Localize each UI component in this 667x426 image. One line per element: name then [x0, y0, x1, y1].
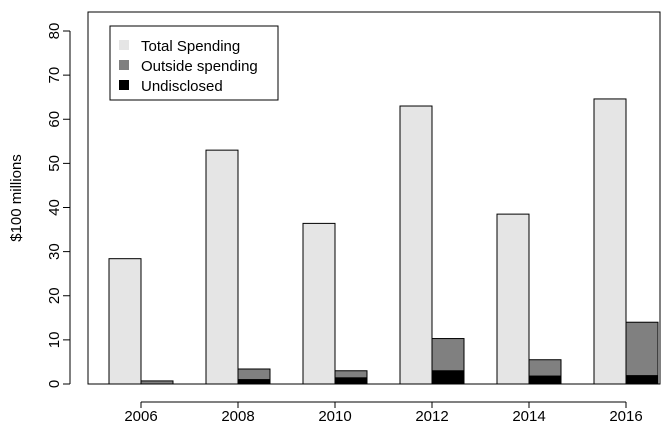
y-tick-label: 80 [46, 23, 63, 40]
bar-total-spending-2012 [399, 105, 433, 385]
y-axis-title: $100 millions [8, 154, 25, 242]
x-tick-label: 2008 [221, 408, 254, 425]
bar-undisclosed-2012 [431, 370, 465, 385]
bar-undisclosed-2008 [237, 379, 271, 385]
y-tick-label: 10 [46, 332, 63, 349]
bar-undisclosed-2016 [625, 375, 659, 385]
y-tick-label: 70 [46, 67, 63, 84]
x-tick-label: 2010 [318, 408, 351, 425]
y-tick-label: 40 [46, 199, 63, 216]
bar-total-spending-2016 [593, 98, 627, 385]
legend-box [109, 25, 279, 101]
legend-swatch-outside-spending [119, 60, 129, 70]
bar-total-spending-2014 [496, 213, 530, 385]
y-tick-label: 50 [46, 155, 63, 172]
bar-total-spending-2010 [302, 222, 336, 385]
y-axis: 0 10 20 30 40 50 60 70 80 [46, 23, 71, 388]
x-tick-label: 2016 [609, 408, 642, 425]
legend: Total Spending Outside spending Undisclo… [109, 25, 279, 101]
x-tick-label: 2012 [415, 408, 448, 425]
x-tick-label: 2006 [124, 408, 157, 425]
legend-label-outside-spending: Outside spending [141, 58, 258, 75]
x-tick-label: 2014 [512, 408, 545, 425]
y-tick-label: 30 [46, 243, 63, 260]
legend-swatch-total-spending [119, 40, 129, 50]
legend-label-undisclosed: Undisclosed [141, 78, 223, 95]
bar-undisclosed-2014 [528, 375, 562, 385]
y-tick-label: 0 [46, 380, 63, 388]
y-tick-label: 60 [46, 111, 63, 128]
plot-frame [87, 11, 661, 385]
bar-total-spending-2008 [205, 149, 239, 385]
legend-label-total-spending: Total Spending [141, 38, 240, 55]
y-tick-label: 20 [46, 287, 63, 304]
bar-outside-spending-2006 [140, 380, 174, 385]
bar-outside-spending-2016 [625, 321, 659, 385]
bars-group [108, 98, 659, 385]
bar-total-spending-2006 [108, 258, 142, 385]
x-axis: 2006 2008 2010 2012 2014 2016 [124, 401, 643, 425]
bar-undisclosed-2010 [334, 377, 368, 385]
legend-swatch-undisclosed [119, 80, 129, 90]
